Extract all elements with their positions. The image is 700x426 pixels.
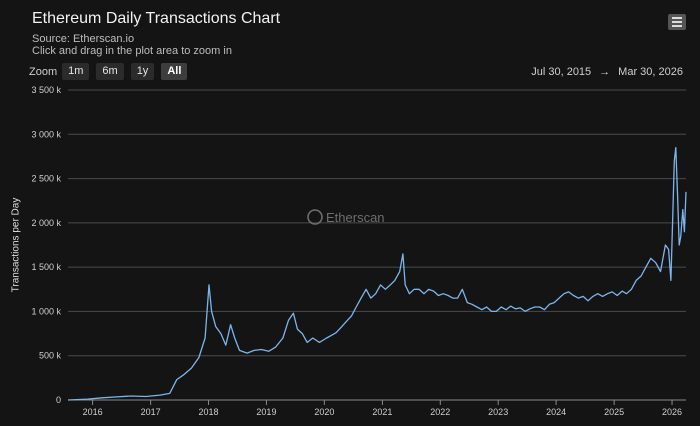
zoom-6m-button[interactable]: 6m xyxy=(96,63,124,80)
x-tick-label: 2025 xyxy=(604,407,624,417)
x-tick-label: 2022 xyxy=(430,407,450,417)
zoom-label: Zoom xyxy=(29,65,58,78)
y-tick-label: 2 500 k xyxy=(31,174,61,184)
x-tick-label: 2017 xyxy=(141,407,161,417)
x-tick-label: 2026 xyxy=(662,407,682,417)
x-tick-label: 2024 xyxy=(546,407,566,417)
range-arrow: → xyxy=(599,66,611,78)
zoom-hint: Click and drag in the plot area to zoom … xyxy=(32,45,232,57)
date-range: Jul 30, 2015 → Mar 30, 2026 xyxy=(531,66,683,78)
x-tick-label: 2023 xyxy=(488,407,508,417)
chart-title: Ethereum Daily Transactions Chart xyxy=(32,10,281,27)
zoom-1m-button[interactable]: 1m xyxy=(62,63,90,80)
series-line xyxy=(67,146,687,401)
y-tick-label: 2 000 k xyxy=(31,218,61,228)
y-tick-label: 0 xyxy=(56,395,61,405)
zoom-1y-button[interactable]: 1y xyxy=(130,63,155,80)
range-to[interactable]: Mar 30, 2026 xyxy=(618,66,683,78)
range-from[interactable]: Jul 30, 2015 xyxy=(531,66,592,78)
x-tick-label: 2021 xyxy=(372,407,392,417)
y-tick-label: 3 000 k xyxy=(31,129,61,139)
y-axis-label: Transactions per Day xyxy=(10,197,22,293)
y-tick-label: 3 500 k xyxy=(31,85,61,95)
y-tick-label: 1 500 k xyxy=(31,262,61,272)
x-tick-label: 2020 xyxy=(314,407,334,417)
y-tick-label: 500 k xyxy=(39,351,62,361)
etherscan-logo-icon xyxy=(307,209,323,225)
watermark-text: Etherscan xyxy=(326,210,385,225)
x-tick-label: 2018 xyxy=(199,407,219,417)
x-tick-label: 2019 xyxy=(256,407,276,417)
zoom-controls: Zoom 1m 6m 1y All xyxy=(29,63,194,80)
x-tick-label: 2016 xyxy=(83,407,103,417)
zoom-all-button[interactable]: All xyxy=(161,63,188,80)
menu-icon[interactable] xyxy=(668,14,686,30)
y-tick-label: 1 000 k xyxy=(31,306,61,316)
source-text: Source: Etherscan.io xyxy=(32,33,135,45)
